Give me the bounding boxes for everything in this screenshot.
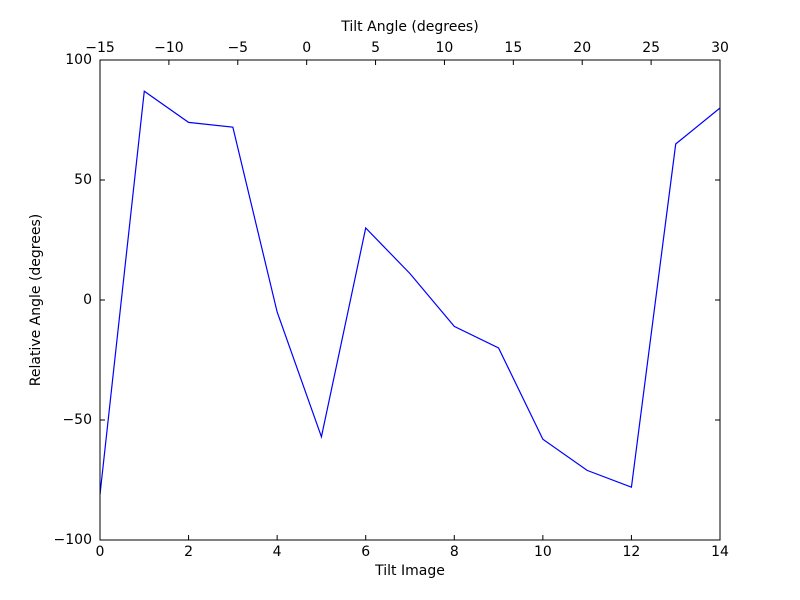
- x2-tick-label: 5: [371, 40, 380, 56]
- y-axis-label: Relative Angle (degrees): [28, 214, 44, 386]
- x-tick-label: 8: [450, 544, 459, 560]
- data-line: [99, 90, 721, 495]
- x-tick-label: 12: [623, 544, 641, 560]
- x-tick-label: 6: [361, 544, 370, 560]
- y-tick-label: 0: [83, 292, 92, 308]
- y-tick-label: −100: [54, 532, 92, 548]
- x2-tick-label: 0: [302, 40, 311, 56]
- x2-tick-label: −5: [227, 40, 248, 56]
- x2-tick-label: 15: [504, 40, 522, 56]
- x-tick-label: 2: [184, 544, 193, 560]
- y-tick-label: −50: [62, 412, 92, 428]
- x-tick-label: 14: [711, 544, 729, 560]
- x2-tick-label: −10: [154, 40, 184, 56]
- x2-tick-label: 10: [436, 40, 454, 56]
- y-tick-label: 100: [65, 52, 92, 68]
- x2-tick-label: 30: [711, 40, 729, 56]
- x2-tick-label: 25: [642, 40, 660, 56]
- x-tick-label: 4: [273, 544, 282, 560]
- y-tick-label: 50: [74, 172, 92, 188]
- x-tick-label: 10: [534, 544, 552, 560]
- x2-tick-label: 20: [573, 40, 591, 56]
- x-tick-label: 0: [96, 544, 105, 560]
- x2-tick-label: −15: [85, 40, 115, 56]
- x-axis-label: Tilt Image: [374, 563, 445, 579]
- x2-axis-label: Tilt Angle (degrees): [340, 19, 478, 35]
- plot-frame: [99, 59, 721, 541]
